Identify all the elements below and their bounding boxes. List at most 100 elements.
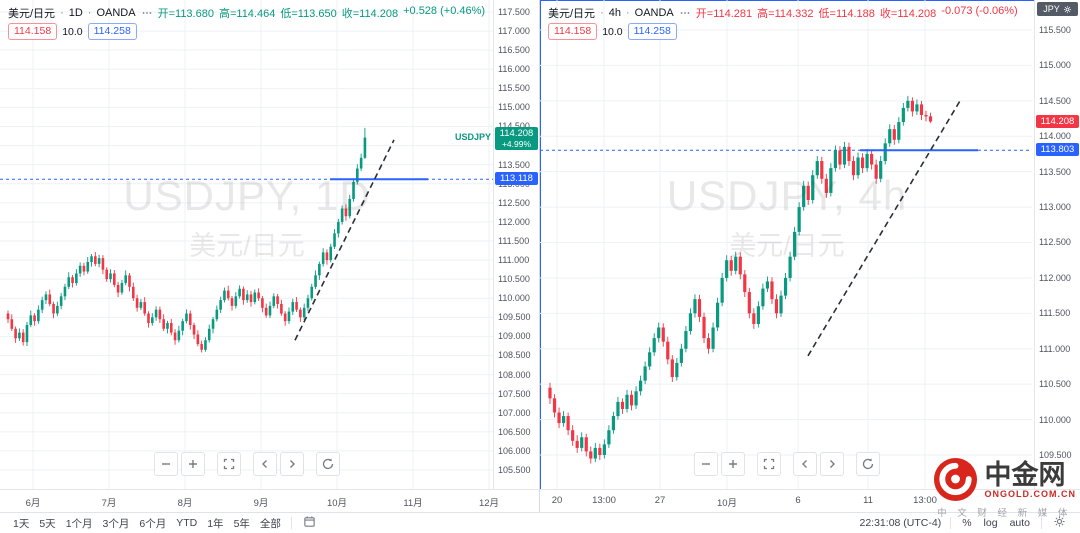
y-axis-label: 111.500 (498, 235, 530, 246)
x-axis-label: 13:00 (913, 495, 937, 506)
scroll-left-button[interactable] (253, 452, 277, 476)
ohlc-values: 开=113.680 高=114.464 低=113.650 收=114.208 … (158, 5, 485, 21)
interval-label[interactable]: 4h (608, 7, 621, 19)
high-value: 高=114.464 (218, 8, 276, 20)
y-axis-label: 114.500 (1039, 95, 1071, 106)
cngold-logo: 中金网 ONGOLD.COM.CN 中 文 财 经 新 媒 体 (933, 457, 1077, 519)
exchange-label: OANDA (634, 7, 674, 19)
time-axis-daily[interactable]: 6月 7月 8月 9月 10月 11月 12月 (0, 489, 539, 512)
series-symbol-tag: USDJPY (454, 131, 491, 142)
chart-pane-4h: USDJPY, 4h 美元/日元 美元/日元 · 4h · OANDA 开=11… (540, 0, 1080, 512)
last-price-change: +4.99% (501, 138, 532, 149)
range-5y[interactable]: 5年 (233, 517, 250, 530)
log-scale-toggle[interactable]: log (983, 517, 998, 529)
maximize-button[interactable] (217, 452, 241, 476)
y-axis-label: 108.000 (498, 369, 531, 380)
zoom-in-button[interactable] (181, 452, 205, 476)
cngold-logo-icon (933, 457, 977, 502)
y-axis-label: 112.000 (1039, 272, 1071, 283)
candlestick-chart-daily[interactable] (0, 0, 494, 490)
y-axis-label: 110.500 (498, 274, 530, 285)
separator: · (625, 7, 630, 19)
currency-chip[interactable]: JPY (1037, 2, 1078, 16)
symbol-name[interactable]: 美元/日元 (548, 8, 596, 20)
scroll-right-button[interactable] (820, 452, 844, 476)
y-axis-label: 106.000 (498, 445, 531, 456)
x-axis-label: 6月 (25, 498, 41, 509)
quote-row-daily: 114.158 10.0 114.258 (8, 23, 137, 40)
last-price-value: 114.208 (499, 127, 534, 139)
quote-row-4h: 114.158 10.0 114.258 (548, 23, 677, 40)
legend-menu-icon[interactable] (679, 7, 691, 19)
go-to-date-button[interactable] (297, 515, 322, 531)
range-ytd[interactable]: YTD (176, 517, 198, 529)
price-axis-daily[interactable]: 117.500 117.000 116.500 116.000 115.500 115.0… (493, 0, 539, 490)
candlestick-chart-4h[interactable] (540, 0, 1032, 490)
high-value: 高=114.332 (757, 8, 814, 20)
close-value: 收=114.208 (341, 8, 399, 20)
range-1y[interactable]: 1年 (207, 517, 224, 530)
open-value: 开=114.281 (695, 8, 753, 20)
y-axis-label: 115.000 (1039, 60, 1071, 71)
y-axis-label: 111.000 (1039, 343, 1071, 354)
cngold-tagline: 中 文 财 经 新 媒 体 (937, 508, 1072, 519)
bottom-toolbar: 1天 5天 1个月 3个月 6个月 YTD 1年 5年 全部 22:31:08 … (0, 512, 1080, 533)
low-value: 低=113.650 (280, 8, 337, 20)
exchange-label: OANDA (96, 7, 136, 19)
separator: · (60, 7, 64, 19)
y-axis-label: 111.500 (1039, 308, 1071, 319)
grid-layer (0, 0, 494, 490)
scroll-left-button[interactable] (793, 452, 817, 476)
range-1d[interactable]: 1天 (13, 517, 30, 530)
y-axis-label: 117.500 (498, 7, 530, 17)
y-axis-label: 117.000 (498, 26, 530, 37)
buy-price-button[interactable]: 114.258 (627, 23, 677, 40)
range-all[interactable]: 全部 (259, 517, 281, 530)
buy-price-button[interactable]: 114.258 (87, 23, 137, 40)
y-axis-label: 110.500 (1039, 379, 1071, 390)
legend-menu-icon[interactable] (141, 7, 153, 19)
auto-scale-toggle[interactable]: auto (1009, 517, 1030, 529)
range-3m[interactable]: 3个月 (102, 517, 130, 530)
percent-scale-toggle[interactable]: % (962, 517, 972, 529)
y-axis-label: 113.500 (1039, 166, 1071, 177)
y-axis-label: 112.000 (498, 216, 530, 227)
zoom-out-button[interactable] (694, 452, 718, 476)
gear-icon (1063, 5, 1071, 13)
maximize-button[interactable] (757, 452, 781, 476)
cngold-text-block: 中金网 ONGOLD.COM.CN (985, 461, 1077, 499)
scroll-right-button[interactable] (280, 452, 304, 476)
sell-price-button[interactable]: 114.158 (8, 23, 58, 40)
x-axis-label: 20 (551, 495, 563, 506)
reset-chart-button[interactable] (316, 452, 340, 476)
y-axis-label: 112.500 (498, 197, 530, 208)
gear-icon (1054, 516, 1065, 527)
y-axis-label: 115.500 (1039, 25, 1071, 35)
reset-chart-button[interactable] (856, 452, 880, 476)
cngold-domain: ONGOLD.COM.CN (984, 488, 1076, 499)
y-axis-label: 116.500 (498, 45, 530, 56)
last-price-badge: 114.208 +4.99% (495, 126, 538, 150)
divider (1041, 517, 1042, 529)
zoom-in-button[interactable] (721, 452, 745, 476)
symbol-name[interactable]: 美元/日元 (8, 8, 56, 20)
interval-label[interactable]: 1D (68, 7, 83, 19)
legend-daily: 美元/日元 · 1D · OANDA 开=113.680 高=114.464 低… (8, 5, 485, 21)
y-axis-label: 107.000 (498, 407, 531, 418)
ohlc-values: 开=114.281 高=114.332 低=114.188 收=114.208 … (696, 5, 1018, 21)
currency-label: JPY (1043, 4, 1060, 14)
sell-price-button[interactable]: 114.158 (548, 23, 598, 40)
range-6m[interactable]: 6个月 (139, 517, 167, 530)
range-1m[interactable]: 1个月 (65, 517, 93, 530)
zoom-out-button[interactable] (154, 452, 178, 476)
range-5d[interactable]: 5天 (39, 517, 56, 530)
settings-button[interactable] (1047, 515, 1072, 531)
y-axis-label: 114.000 (1039, 131, 1071, 142)
legend-4h: 美元/日元 · 4h · OANDA 开=114.281 高=114.332 低… (548, 5, 1018, 21)
x-axis-label: 7月 (101, 498, 117, 509)
clock[interactable]: 22:31:08 (UTC-4) (859, 517, 942, 529)
candles-layer (6, 127, 367, 353)
x-axis-label: 10月 (326, 498, 348, 509)
price-axis-4h[interactable]: JPY 115.500 115.000 114.500 114.000 113.500 1… (1034, 0, 1080, 490)
